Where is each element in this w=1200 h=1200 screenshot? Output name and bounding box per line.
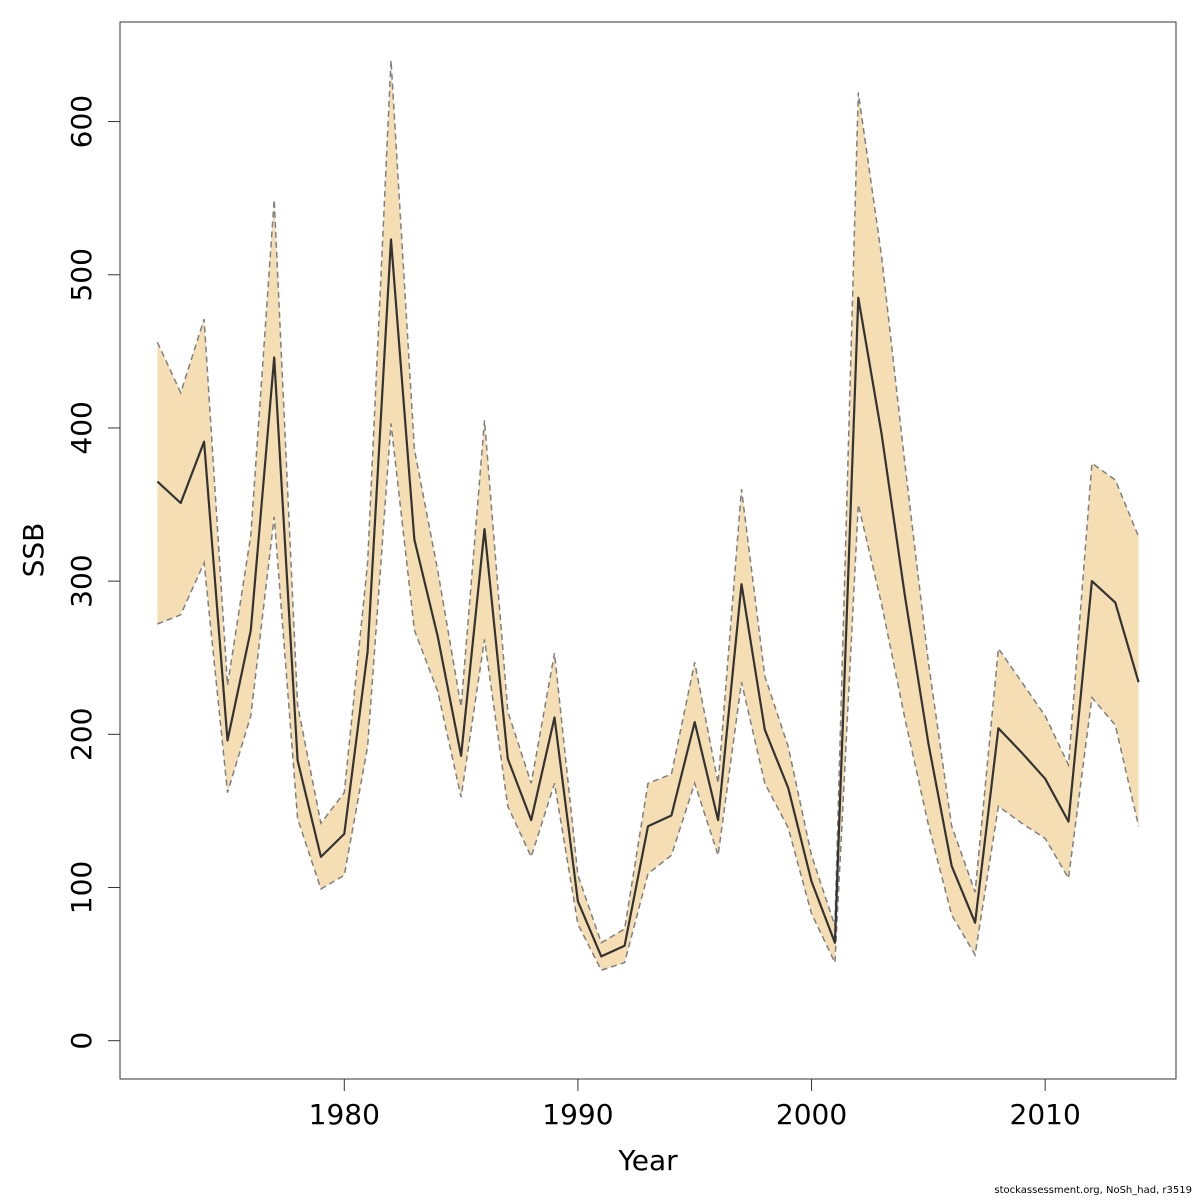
confidence-band-layer: [156, 60, 1140, 972]
y-tick-label: 600: [65, 95, 98, 148]
estimate-line-layer: [156, 238, 1140, 958]
y-axis: 0 100 200 300 400 500 600: [65, 95, 121, 1050]
y-tick-label: 200: [65, 708, 98, 761]
y-tick-label: 0: [65, 1032, 98, 1050]
y-axis-label: SSB: [17, 523, 50, 578]
x-tick-label: 1980: [309, 1098, 380, 1131]
y-tick-label: 400: [65, 401, 98, 454]
y-tick-label: 300: [65, 554, 98, 607]
x-tick-label: 2010: [1010, 1098, 1081, 1131]
x-tick-label: 2000: [776, 1098, 847, 1131]
y-tick-label: 500: [65, 248, 98, 301]
lower-bound-line: [157, 423, 1140, 972]
confidence-band: [157, 60, 1139, 971]
upper-bound-line: [156, 60, 1140, 944]
x-tick-label: 1990: [542, 1098, 613, 1131]
x-axis-label: Year: [617, 1144, 678, 1177]
y-tick-label: 100: [65, 861, 98, 914]
ssb-estimate-line: [156, 238, 1140, 958]
footer-credit: stockassessment.org, NoSh_had, r3519: [994, 1185, 1192, 1196]
x-axis: 1980 1990 2000 2010: [309, 1078, 1081, 1131]
